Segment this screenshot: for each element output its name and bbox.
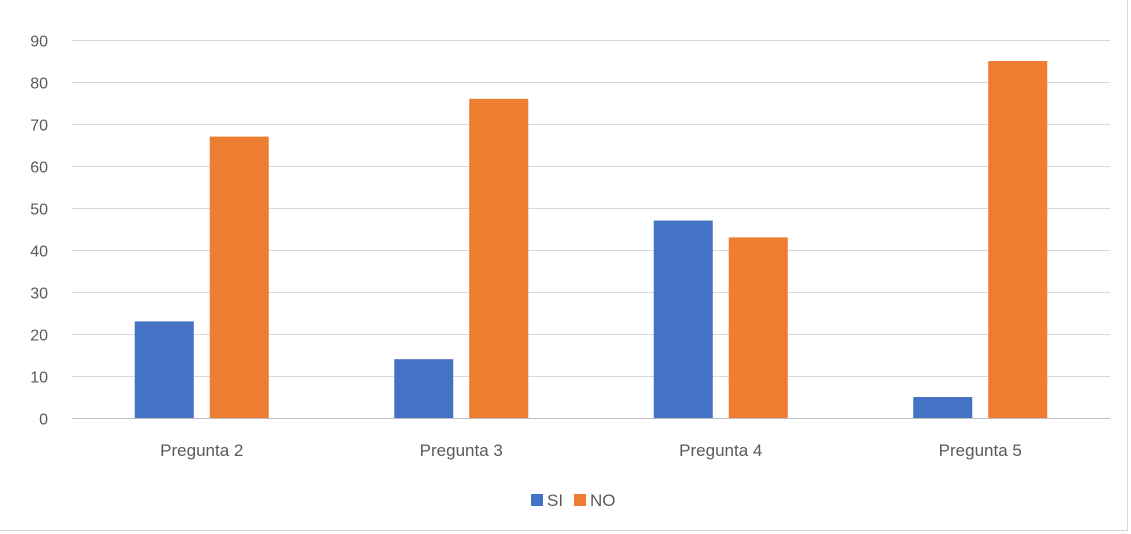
- y-axis-ticks: 0 10 20 30 40 50 60 70 80 90: [30, 34, 48, 429]
- x-tick-label: Pregunta 2: [160, 441, 243, 460]
- y-tick-label: 20: [30, 328, 48, 345]
- y-tick-label: 50: [30, 202, 48, 219]
- y-tick-label: 60: [30, 160, 48, 177]
- x-axis-ticks: Pregunta 2 Pregunta 3 Pregunta 4 Pregunta 5: [160, 441, 1022, 460]
- y-tick-label: 0: [39, 412, 48, 429]
- legend-swatch-no: [574, 494, 586, 506]
- bar-si: [653, 220, 713, 418]
- bars: [134, 61, 1048, 419]
- x-tick-label: Pregunta 4: [679, 441, 762, 460]
- legend-label-si: SI: [547, 491, 563, 510]
- y-tick-label: 90: [30, 34, 48, 51]
- bar-no: [728, 237, 788, 418]
- legend-swatch-si: [531, 494, 543, 506]
- bar-no: [209, 136, 269, 418]
- y-tick-label: 80: [30, 76, 48, 93]
- y-tick-label: 30: [30, 286, 48, 303]
- bar-no: [469, 98, 529, 419]
- bar-no: [988, 61, 1048, 418]
- bar-si: [134, 321, 194, 418]
- bar-si: [394, 359, 454, 418]
- y-tick-label: 70: [30, 118, 48, 135]
- legend-label-no: NO: [590, 491, 616, 510]
- y-tick-label: 40: [30, 244, 48, 261]
- x-tick-label: Pregunta 5: [939, 441, 1022, 460]
- bar-si: [913, 397, 973, 418]
- x-tick-label: Pregunta 3: [420, 441, 503, 460]
- y-tick-label: 10: [30, 370, 48, 387]
- legend: SI NO: [531, 491, 616, 510]
